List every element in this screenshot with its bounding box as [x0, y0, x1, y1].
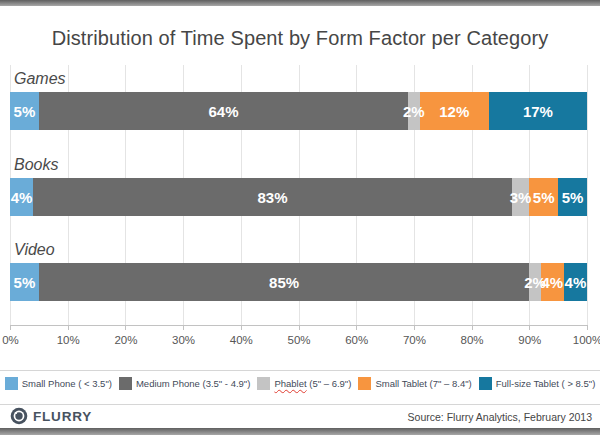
- footer: FLURRY Source: Flurry Analytics, Februar…: [0, 405, 600, 428]
- legend-item-fullsize-tablet: Full-size Tablet ( > 8.5"): [479, 377, 596, 390]
- stacked-bar: 5% 64% 2% 12% 17%: [10, 92, 587, 130]
- axis-tick: 30%: [183, 325, 184, 330]
- legend: Small Phone ( < 3.5") Medium Phone (3.5"…: [0, 374, 600, 392]
- bar-value-label: 5%: [562, 189, 584, 206]
- bar-value-label: 12%: [439, 103, 469, 120]
- legend-item-phablet: Phablet (5" – 6.9"): [257, 377, 351, 390]
- source-text: Source: Flurry Analytics, February 2013: [408, 411, 592, 423]
- bar-segment: 4%: [564, 263, 587, 301]
- legend-label-fullsize-tablet: Full-size Tablet ( > 8.5"): [496, 378, 596, 389]
- legend-item-medium-phone: Medium Phone (3.5" - 4.9"): [119, 377, 250, 390]
- chart-title: Distribution of Time Spent by Form Facto…: [0, 27, 600, 50]
- bar-value-label: 83%: [258, 189, 288, 206]
- legend-separator: [0, 370, 600, 371]
- category-row: Video5%85%2%4%4%: [10, 239, 587, 301]
- axis-tick-label: 90%: [518, 334, 541, 346]
- bar-segment: 5%: [558, 178, 587, 216]
- category-label: Video: [10, 239, 587, 263]
- top-border-bar: [0, 0, 600, 6]
- axis-tick-label: 60%: [345, 334, 368, 346]
- axis-tick-label: 0%: [2, 334, 19, 346]
- flurry-logo-text: FLURRY: [33, 409, 92, 424]
- bar-value-label: 5%: [14, 274, 36, 291]
- flurry-logo-icon: [10, 407, 28, 425]
- bar-value-label: 5%: [14, 103, 36, 120]
- legend-swatch-small-tablet: [358, 377, 371, 390]
- bar-value-label: 85%: [269, 274, 299, 291]
- bar-value-label: 4%: [542, 274, 564, 291]
- legend-label-medium-phone: Medium Phone (3.5" - 4.9"): [136, 378, 250, 389]
- bar-segment: 83%: [33, 178, 512, 216]
- legend-label-phablet: Phablet (5" – 6.9"): [274, 378, 351, 389]
- bar-value-label: 5%: [533, 189, 555, 206]
- legend-label-phablet-word: Phablet: [274, 378, 306, 389]
- legend-swatch-fullsize-tablet: [479, 377, 492, 390]
- stacked-bar: 5%85%2%4%4%: [10, 263, 587, 301]
- axis-tick: 40%: [241, 325, 242, 330]
- axis-tick-label: 100%: [573, 334, 600, 346]
- bar-segment: 64%: [39, 92, 408, 130]
- legend-swatch-medium-phone: [119, 377, 132, 390]
- bar-segment: 4%: [10, 178, 33, 216]
- bar-segment: 12%: [420, 92, 489, 130]
- axis-tick-label: 50%: [287, 334, 310, 346]
- axis-tick: 60%: [356, 325, 357, 330]
- axis-tick-label: 70%: [403, 334, 426, 346]
- stacked-bar: 4%83%3%5%5%: [10, 178, 587, 216]
- bar-value-label: 17%: [523, 103, 553, 120]
- bar-value-label: 64%: [208, 103, 238, 120]
- axis-tick: 70%: [414, 325, 415, 330]
- bar-segment: 2%: [529, 263, 541, 301]
- x-axis: 0% 10% 20% 30% 40% 50% 60% 70% 80% 90% 100%: [10, 325, 587, 355]
- axis-tick-label: 40%: [230, 334, 253, 346]
- axis-tick-label: 80%: [461, 334, 484, 346]
- legend-swatch-phablet: [257, 377, 270, 390]
- bar-value-label: 4%: [565, 274, 587, 291]
- gridline: [587, 65, 588, 325]
- axis-tick: 50%: [299, 325, 300, 330]
- bar-segment: 3%: [512, 178, 529, 216]
- bar-value-label: 4%: [11, 189, 33, 206]
- bar-segment: 85%: [39, 263, 529, 301]
- legend-label-phablet-rest: (5" – 6.9"): [307, 378, 352, 389]
- flurry-logo: FLURRY: [10, 407, 92, 425]
- axis-tick: 100%: [587, 325, 588, 330]
- category-row: Books4%83%3%5%5%: [10, 154, 587, 216]
- category-row: Games 5% 64% 2% 12% 17%: [10, 68, 587, 130]
- bar-segment: 5%: [529, 178, 558, 216]
- bar-segment: 5%: [10, 263, 39, 301]
- bar-value-label: 3%: [510, 189, 532, 206]
- bar-segment: 17%: [489, 92, 587, 130]
- bar-segment: 5%: [10, 92, 39, 130]
- axis-tick: 80%: [472, 325, 473, 330]
- plot-area: Games5%64%2%12%17%Books4%83%3%5%5%Video5…: [10, 65, 587, 326]
- axis-tick-label: 20%: [114, 334, 137, 346]
- legend-item-small-phone: Small Phone ( < 3.5"): [5, 377, 112, 390]
- legend-swatch-small-phone: [5, 377, 18, 390]
- axis-tick: 0%: [10, 325, 11, 330]
- legend-label-small-phone: Small Phone ( < 3.5"): [22, 378, 112, 389]
- category-label: Books: [10, 154, 587, 178]
- category-label: Games: [10, 68, 587, 92]
- legend-item-small-tablet: Small Tablet (7" – 8.4"): [358, 377, 471, 390]
- legend-label-small-tablet: Small Tablet (7" – 8.4"): [375, 378, 471, 389]
- bar-value-label: 2%: [403, 103, 425, 120]
- axis-tick-label: 10%: [57, 334, 80, 346]
- bar-segment: 4%: [541, 263, 564, 301]
- axis-tick: 20%: [125, 325, 126, 330]
- axis-tick: 10%: [68, 325, 69, 330]
- axis-tick-label: 30%: [172, 334, 195, 346]
- bottom-border-bar: [0, 428, 600, 435]
- bar-segment: 2%: [408, 92, 420, 130]
- axis-tick: 90%: [529, 325, 530, 330]
